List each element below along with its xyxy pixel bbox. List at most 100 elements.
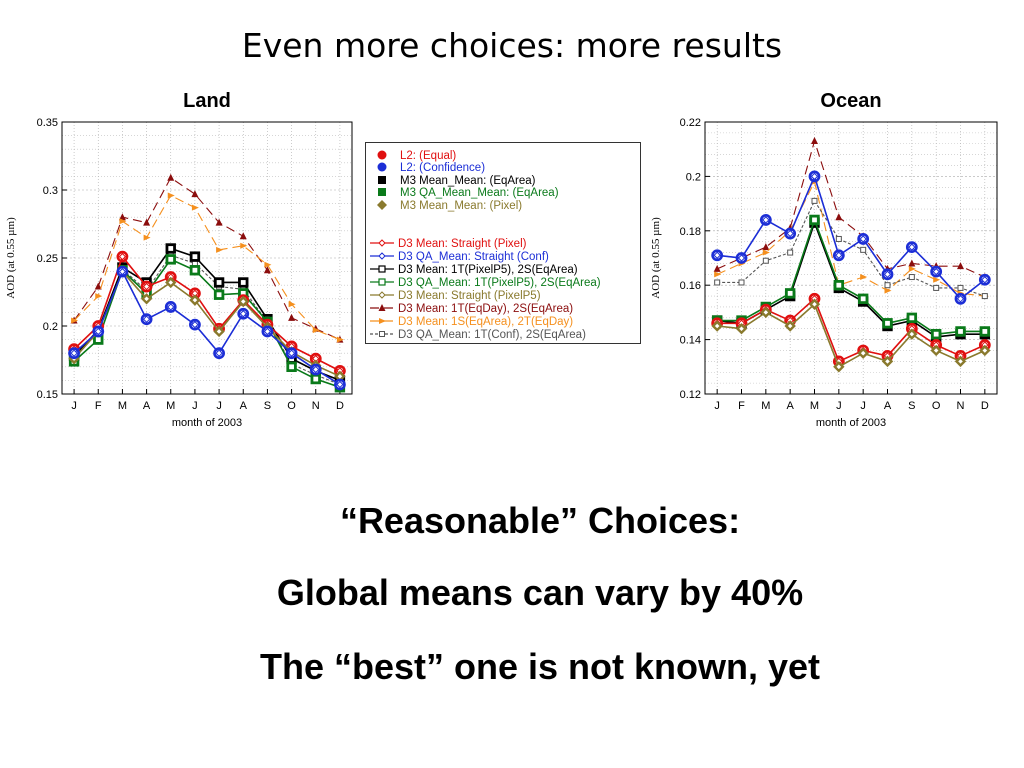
series-d3-mean-1s-eqarea-2t-eqday (714, 178, 989, 300)
x-tick-label: O (287, 400, 296, 412)
ocean-x-axis-label: month of 2003 (816, 417, 886, 429)
data-point (762, 249, 770, 256)
series-line (717, 220, 985, 338)
data-point (860, 246, 867, 253)
series-line (717, 303, 986, 368)
x-tick-label: J (216, 400, 222, 412)
data-point (957, 262, 964, 270)
x-tick-label: F (95, 400, 102, 412)
land-chart-svg: Land 0.15 0.2 0.25 0.3 0.35 J F M A M J J A S O N Dmonth … (5, 90, 353, 429)
legend-item-m3-qa-mean-mean-eqarea: M3 QA_Mean_Mean: (EqArea) (378, 187, 559, 199)
data-point (118, 252, 127, 261)
x-tick-label: M (810, 400, 819, 412)
legend-label: D3 QA_Mean: Straight (Conf) (398, 251, 549, 263)
y-tick-label: 0.15 (37, 389, 58, 401)
data-point (713, 251, 721, 259)
data-point (191, 320, 199, 329)
data-point (835, 363, 843, 371)
data-point (239, 278, 247, 287)
series-line (73, 194, 341, 341)
data-point (883, 270, 892, 279)
data-point (908, 274, 915, 281)
data-point (786, 229, 794, 238)
data-point (336, 380, 344, 389)
legend-label: D3 Mean: 1S(EqArea), 2T(EqDay) (398, 316, 573, 328)
legend-label: D3 Mean: Straight (Pixel) (398, 238, 527, 250)
series-line (73, 247, 341, 381)
data-point (264, 261, 272, 268)
data-point (70, 349, 78, 357)
data-point (884, 287, 892, 294)
y-tick-label: 0.14 (680, 335, 701, 347)
data-point (908, 330, 916, 338)
data-point (762, 216, 770, 224)
series-d3-mean-1t-eqday-2s-eqarea (713, 137, 989, 281)
x-tick-label: J (860, 400, 866, 412)
data-point (981, 293, 988, 300)
series-d3-qa-mean-straight-conf (70, 267, 344, 389)
ocean-chart-title: Ocean (820, 90, 881, 112)
data-point (167, 303, 175, 311)
statement-best-unknown: The “best” one is not known, yet (259, 646, 821, 687)
data-point (860, 274, 868, 281)
series-d3-qa-mean-1t-conf-2s-eqarea (714, 197, 988, 300)
legend-label: D3 Mean: Straight (PixelP5) (398, 290, 541, 302)
data-point (835, 251, 843, 259)
legend-item-d3-qa-mean-straight-conf: D3 QA_Mean: Straight (Conf) (370, 251, 549, 263)
data-point (94, 327, 102, 336)
x-tick-label: N (312, 400, 320, 412)
x-tick-label: A (240, 400, 248, 412)
y-tick-label: 0.22 (680, 117, 701, 129)
data-point (312, 365, 320, 374)
data-point (143, 218, 151, 226)
data-point (215, 291, 223, 299)
legend-swatch (378, 304, 386, 311)
legend-label: L2: (Confidence) (400, 162, 485, 174)
series-line (716, 180, 985, 297)
data-point (167, 192, 175, 199)
data-point (143, 234, 151, 241)
data-point (811, 197, 818, 204)
series-d3-mean-1t-pixelp5-2s-eqarea (70, 244, 344, 384)
series-line (73, 247, 341, 382)
data-point (957, 284, 964, 291)
data-point (215, 278, 223, 287)
series-line (73, 176, 341, 341)
legend-swatch (378, 176, 386, 184)
data-point (859, 349, 867, 357)
data-point (713, 322, 721, 330)
legend-swatch (377, 162, 387, 172)
data-point (933, 276, 941, 283)
series-m3-mean-mean-eqarea (68, 243, 346, 386)
land-y-axis-label: AOD (at 0.55 µm) (5, 217, 17, 299)
data-point (762, 243, 770, 251)
series-line (717, 218, 985, 335)
x-tick-label: M (118, 400, 127, 412)
legend-label: D3 Mean: 1T(EqDay), 2S(EqArea) (398, 303, 573, 315)
legend-swatch (378, 291, 386, 299)
data-point (263, 327, 272, 336)
y-tick-label: 0.2 (43, 321, 58, 333)
series-line (717, 297, 986, 363)
data-point (859, 295, 867, 303)
legend-item-l2-confidence: L2: (Confidence) (377, 162, 485, 174)
legend-item-m3-mean-mean-pixel: M3 Mean_Mean: (Pixel) (377, 200, 522, 212)
series-d3-mean-straight-pixel (713, 295, 989, 366)
data-point (786, 322, 794, 330)
series-line (717, 174, 986, 300)
data-point (288, 313, 296, 321)
data-point (714, 271, 722, 278)
data-point (908, 314, 916, 322)
data-point (142, 282, 151, 291)
data-point (215, 327, 223, 336)
statement-global-means: Global means can vary by 40% (276, 572, 804, 613)
data-point (932, 346, 940, 355)
legend-swatch (377, 150, 387, 160)
data-point (908, 259, 916, 267)
slide-title: Even more choices: more results (241, 26, 783, 65)
data-point (714, 279, 721, 286)
y-tick-label: 0.18 (680, 226, 701, 238)
data-point (737, 325, 746, 333)
x-tick-label: S (908, 400, 915, 412)
chart-legend: L2: (Equal) L2: (Confidence) M3 Mean_Mean:… (365, 142, 641, 344)
